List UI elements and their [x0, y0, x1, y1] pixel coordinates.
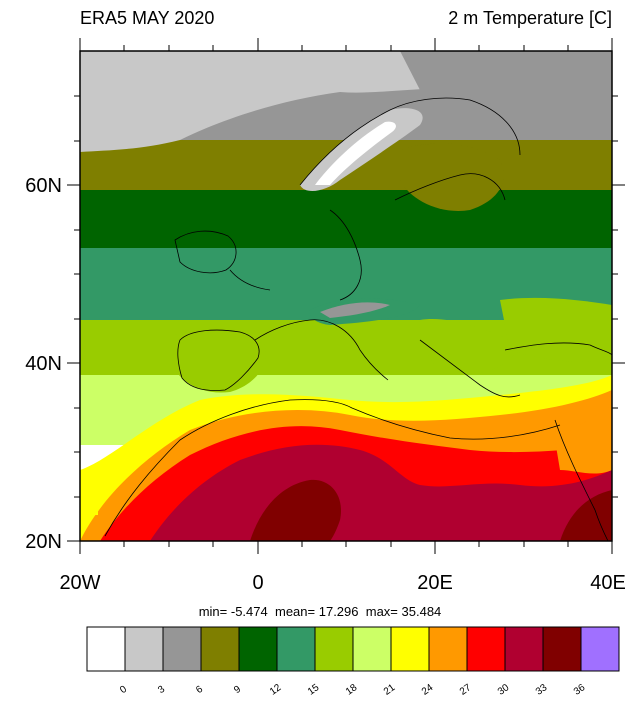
- colorbar-tick-label: 18: [344, 682, 360, 698]
- colorbar-tick-label: 12: [268, 682, 284, 698]
- scandes-peak: [315, 121, 396, 185]
- x-label-0: 0: [252, 572, 263, 594]
- colorbar-box: [86, 626, 126, 672]
- x-label-40e: 40E: [590, 572, 626, 594]
- colorbar-tick-label: 9: [232, 684, 243, 696]
- colorbar-box: [124, 626, 164, 672]
- colorbar-box: [238, 626, 278, 672]
- colorbar-box: [428, 626, 468, 672]
- y-label-40n: 40N: [25, 353, 62, 375]
- colorbar-box: [200, 626, 240, 672]
- coastlines: [104, 97, 612, 541]
- colorbar-tick-label: 27: [458, 682, 474, 698]
- colorbar-tick-label: 33: [534, 682, 550, 698]
- colorbar-box: [276, 626, 316, 672]
- temperature-field: [80, 51, 612, 541]
- max-value: 35.484: [401, 604, 442, 619]
- atlantic-yellow-patch: [80, 487, 98, 515]
- y-label-20n: 20N: [25, 531, 62, 553]
- band-dark-green: [80, 190, 612, 252]
- colorbar-tick-label: 6: [194, 684, 205, 696]
- colorbar-tick-label: 3: [156, 684, 167, 696]
- colorbar-box: [314, 626, 354, 672]
- colorbar-labels: 0 3 6 9 12 15 18 21 24 27 30 33 36: [118, 682, 588, 698]
- balkans-green: [419, 319, 520, 375]
- maroon-zone: [250, 479, 341, 541]
- variable-title: 2 m Temperature [C]: [448, 8, 612, 28]
- map-title: ERA5 MAY 2020: [80, 8, 215, 28]
- colorbar-tick-label: 0: [118, 684, 129, 696]
- min-value: -5.474: [230, 604, 268, 619]
- axis-labels: 20W 0 20E 40E 60N 40N 20N: [25, 175, 626, 594]
- mean-value: 17.296: [318, 604, 359, 619]
- colorbar-box: [390, 626, 430, 672]
- colorbar-tick-label: 24: [420, 682, 436, 698]
- maroon-zone-east: [560, 490, 612, 541]
- alps-peak: [320, 302, 390, 318]
- tick-marks: [67, 38, 625, 554]
- colorbar: [86, 626, 620, 672]
- statistics-line: min= -5.474 mean= 17.296 max= 35.484: [0, 604, 640, 619]
- mean-label: mean=: [274, 604, 316, 619]
- colorbar-box: [352, 626, 392, 672]
- colorbar-tick-label: 36: [572, 682, 588, 698]
- colorbar-box: [542, 626, 582, 672]
- colorbar-box: [162, 626, 202, 672]
- x-label-20e: 20E: [417, 572, 453, 594]
- max-label: max=: [365, 604, 398, 619]
- x-label-20w: 20W: [59, 572, 100, 594]
- colorbar-tick-label: 30: [496, 682, 512, 698]
- colorbar-box: [466, 626, 506, 672]
- colorbar-tick-label: 21: [382, 682, 398, 698]
- y-label-60n: 60N: [25, 175, 62, 197]
- min-label: min=: [198, 604, 228, 619]
- colorbar-tick-label: 15: [306, 682, 322, 698]
- colorbar-box: [504, 626, 544, 672]
- arctic-dark-area: [400, 51, 612, 140]
- colorbar-box: [580, 626, 620, 672]
- iberia-green: [175, 329, 266, 393]
